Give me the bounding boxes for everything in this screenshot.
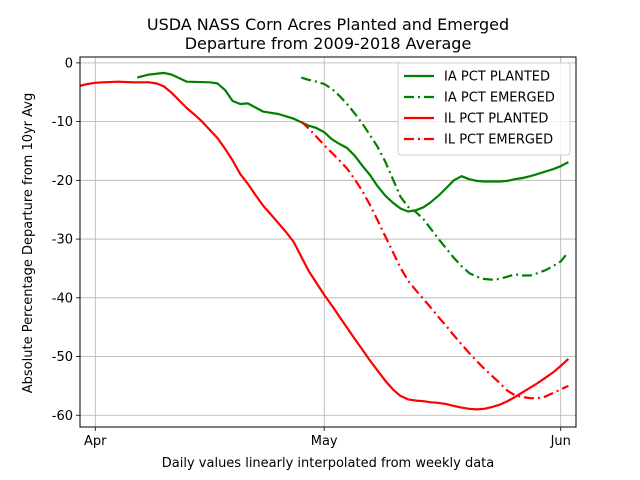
legend-label: IA PCT EMERGED	[444, 91, 555, 106]
plot-frame	[79, 56, 577, 428]
series-line-ia-pct-planted	[136, 71, 569, 213]
y-tick-label: -40	[52, 291, 73, 306]
chart-title-line-2: Departure from 2009-2018 Average	[185, 34, 472, 53]
y-tick-label: -30	[52, 233, 73, 248]
series-line-il-pct-planted	[79, 80, 570, 411]
x-axis-label: Daily values linearly interpolated from …	[162, 456, 494, 471]
chart-title-line-1: USDA NASS Corn Acres Planted and Emerged	[147, 15, 509, 34]
legend: IA PCT PLANTED IA PCT EMERGED IL PCT PLANT…	[397, 62, 571, 156]
series-line-il-pct-emerged	[300, 120, 569, 400]
legend-label: IL PCT EMERGED	[444, 133, 553, 148]
x-tick-label: May	[311, 434, 338, 449]
legend-entries: IA PCT PLANTED IA PCT EMERGED IL PCT PLANT…	[404, 70, 555, 148]
legend-label: IL PCT PLANTED	[444, 112, 548, 127]
x-tick-label: Jun	[550, 434, 571, 449]
x-axis-ticks: Apr May Jun	[84, 427, 571, 449]
y-axis-ticks: 0 -10 -20 -30 -40 -50 -60	[52, 56, 80, 424]
y-tick-label: -20	[52, 174, 73, 189]
y-tick-label: -60	[52, 409, 73, 424]
legend-label: IA PCT PLANTED	[444, 70, 550, 85]
y-tick-label: 0	[65, 56, 73, 71]
y-tick-label: -10	[52, 115, 73, 130]
y-tick-label: -50	[52, 350, 73, 365]
x-tick-label: Apr	[84, 434, 107, 449]
series-layer	[79, 71, 570, 411]
y-axis-label: Absolute Percentage Departure from 10yr …	[21, 93, 36, 394]
series-line-ia-pct-emerged	[300, 76, 570, 281]
legend-box	[397, 62, 571, 156]
